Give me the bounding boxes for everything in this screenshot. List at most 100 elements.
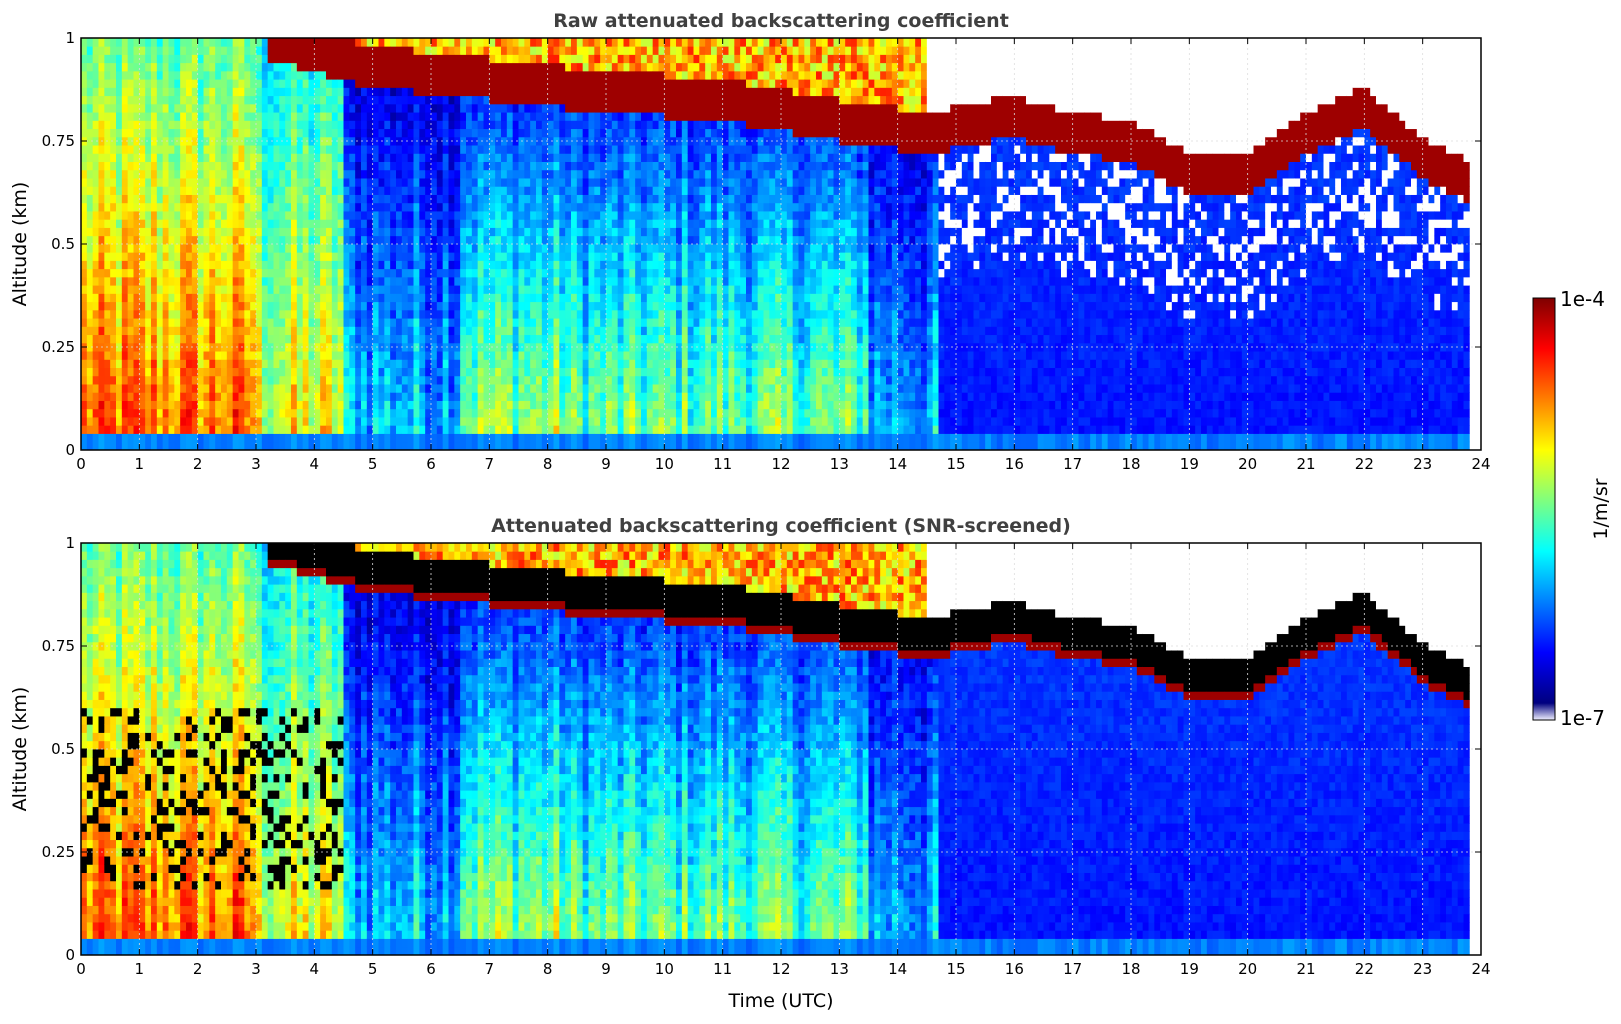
heatmap-cell: [629, 38, 635, 47]
heatmap-cell: [536, 195, 542, 204]
heatmap-cell: [542, 326, 548, 335]
heatmap-cell: [256, 228, 262, 237]
heatmap-cell: [279, 129, 285, 138]
heatmap-cell: [454, 71, 460, 80]
heatmap-cell: [349, 79, 355, 88]
heatmap-cell: [559, 376, 565, 385]
heatmap-cell: [402, 178, 408, 187]
heatmap-cell: [186, 228, 192, 237]
heatmap-cell: [262, 293, 268, 302]
heatmap-cell: [606, 71, 612, 80]
heatmap-cell: [344, 310, 350, 319]
heatmap-cell: [110, 260, 116, 269]
heatmap-cell: [524, 376, 530, 385]
heatmap-cell: [466, 120, 472, 129]
heatmap-cell: [629, 260, 635, 269]
heatmap-cell: [379, 129, 385, 138]
heatmap-cell: [513, 277, 519, 286]
heatmap-cell: [285, 277, 291, 286]
heatmap-cell: [87, 38, 93, 47]
heatmap-cell: [635, 219, 641, 228]
heatmap-cell: [641, 277, 647, 286]
heatmap-cell: [373, 46, 379, 55]
heatmap-cell: [536, 326, 542, 335]
heatmap-cell: [565, 228, 571, 237]
heatmap-cell: [256, 326, 262, 335]
heatmap-cell: [291, 401, 297, 410]
heatmap-cell: [402, 145, 408, 154]
heatmap-cell: [314, 244, 320, 253]
heatmap-cell: [93, 244, 99, 253]
heatmap-cell: [145, 153, 151, 162]
heatmap-cell: [396, 104, 402, 113]
heatmap-cell: [227, 195, 233, 204]
heatmap-cell: [513, 392, 519, 401]
heatmap-cell: [454, 195, 460, 204]
heatmap-cell: [373, 326, 379, 335]
heatmap-cell: [559, 392, 565, 401]
heatmap-cell: [390, 376, 396, 385]
heatmap-cell: [215, 310, 221, 319]
heatmap-cell: [519, 318, 525, 327]
heatmap-cell: [314, 54, 320, 63]
heatmap-cell: [513, 186, 519, 195]
heatmap-cell: [501, 211, 507, 220]
heatmap-cell: [215, 170, 221, 179]
heatmap-cell: [349, 434, 355, 443]
heatmap-cell: [303, 228, 309, 237]
heatmap-cell: [198, 359, 204, 368]
heatmap-cell: [594, 417, 600, 426]
heatmap-cell: [87, 285, 93, 294]
heatmap-cell: [367, 203, 373, 212]
heatmap-cell: [478, 38, 484, 47]
heatmap-cell: [204, 384, 210, 393]
heatmap-cell: [116, 244, 122, 253]
heatmap-cell: [489, 425, 495, 434]
heatmap-cell: [606, 219, 612, 228]
heatmap-cell: [157, 129, 163, 138]
heatmap-cell: [454, 112, 460, 121]
heatmap-cell: [519, 252, 525, 261]
heatmap-cell: [495, 293, 501, 302]
heatmap-cell: [338, 63, 344, 72]
heatmap-cell: [291, 434, 297, 443]
heatmap-cell: [635, 38, 641, 47]
heatmap-cell: [390, 46, 396, 55]
heatmap-cell: [600, 178, 606, 187]
heatmap-cell: [414, 335, 420, 344]
heatmap-cell: [309, 178, 315, 187]
heatmap-cell: [134, 63, 140, 72]
heatmap-cell: [449, 351, 455, 360]
heatmap-cell: [478, 203, 484, 212]
heatmap-cell: [81, 195, 87, 204]
heatmap-cell: [554, 153, 560, 162]
heatmap-cell: [332, 195, 338, 204]
heatmap-cell: [466, 104, 472, 113]
heatmap-cell: [99, 219, 105, 228]
heatmap-cell: [93, 359, 99, 368]
heatmap-cell: [99, 335, 105, 344]
heatmap-cell: [443, 244, 449, 253]
heatmap-cell: [577, 186, 583, 195]
heatmap-cell: [554, 425, 560, 434]
heatmap-cell: [647, 326, 653, 335]
heatmap-cell: [600, 384, 606, 393]
heatmap-cell: [618, 277, 624, 286]
heatmap-cell: [116, 310, 122, 319]
heatmap-cell: [285, 302, 291, 311]
heatmap-cell: [279, 376, 285, 385]
heatmap-cell: [390, 359, 396, 368]
heatmap-cell: [128, 318, 134, 327]
heatmap-cell: [530, 409, 536, 418]
heatmap-cell: [116, 376, 122, 385]
heatmap-cell: [367, 293, 373, 302]
heatmap-cell: [186, 170, 192, 179]
heatmap-cell: [542, 401, 548, 410]
heatmap-cell: [367, 401, 373, 410]
heatmap-cell: [589, 277, 595, 286]
heatmap-cell: [565, 277, 571, 286]
heatmap-cell: [274, 54, 280, 63]
heatmap-cell: [104, 195, 110, 204]
heatmap-cell: [157, 293, 163, 302]
heatmap-cell: [81, 409, 87, 418]
